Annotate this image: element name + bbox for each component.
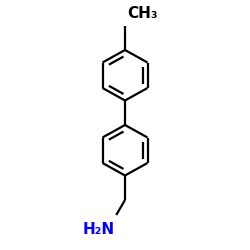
Text: CH₃: CH₃ [128, 6, 158, 21]
Text: H₂N: H₂N [83, 222, 115, 237]
